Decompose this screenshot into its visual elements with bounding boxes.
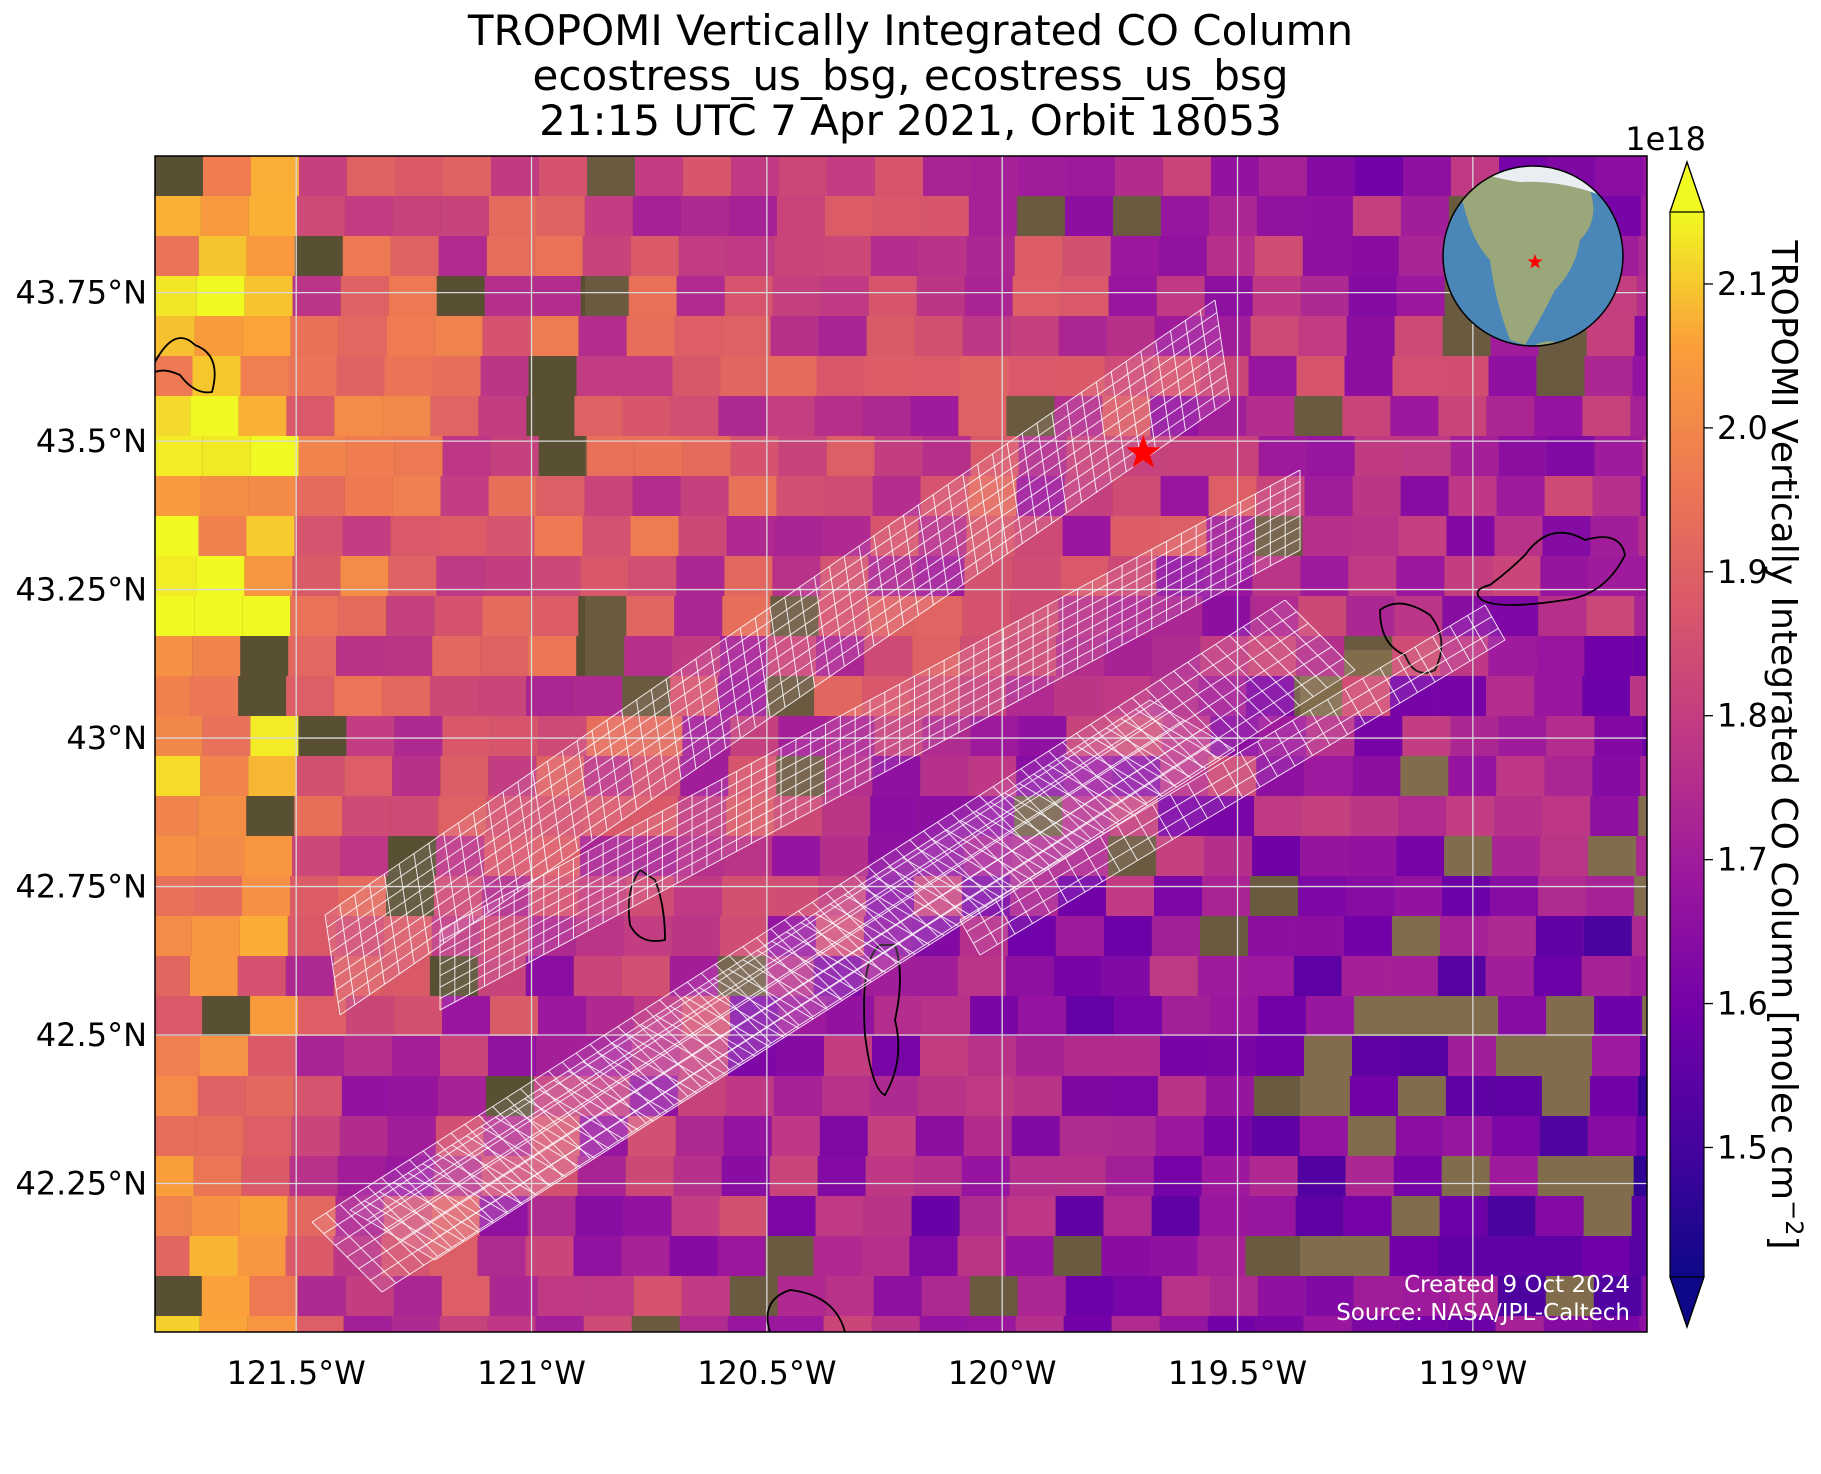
y-tick-label: 42.25°N: [15, 1165, 147, 1203]
globe-site-star: [1527, 254, 1543, 269]
colorbar-extend-max: [1669, 160, 1705, 213]
credit-created: Created 9 Oct 2024: [1404, 1272, 1630, 1298]
colorbar-tick-label: 2.0: [1717, 409, 1768, 447]
y-tick-label: 43.5°N: [36, 422, 147, 460]
site-star-marker: [1126, 435, 1161, 468]
inset-globe: [1442, 165, 1624, 347]
plot-title-line-2: ecostress_us_bsg, ecostress_us_bsg: [532, 51, 1289, 100]
water-body-outlines: [155, 337, 1626, 1332]
x-tick-label: 120.5°W: [697, 1354, 836, 1392]
y-tick-label: 42.5°N: [36, 1016, 147, 1054]
y-tick-label: 43.75°N: [15, 274, 147, 312]
colorbar-ticks: 1.5 1.6 1.7 1.8 1.9 2.0 2.1: [1704, 265, 1768, 1166]
x-tick-label: 121.5°W: [227, 1354, 366, 1392]
colorbar-extend-min: [1669, 1276, 1705, 1329]
y-axis-ticks: 43.75°N 43.5°N 43.25°N 43°N 42.75°N 42.5°N 42.…: [15, 274, 147, 1203]
lat-lon-gridlines: [155, 156, 1647, 1332]
plot-title-line-1: TROPOMI Vertically Integrated CO Column: [467, 6, 1354, 55]
colorbar-tick-label: 1.5: [1717, 1128, 1768, 1166]
colorbar-multiplier: 1e18: [1625, 120, 1706, 158]
colorbar-tick-label: 1.8: [1717, 697, 1768, 735]
credit-source: Source: NASA/JPL-Caltech: [1336, 1300, 1630, 1326]
x-tick-label: 119.5°W: [1168, 1354, 1307, 1392]
plot-title-line-3: 21:15 UTC 7 Apr 2021, Orbit 18053: [539, 96, 1282, 145]
colorbar-tick-label: 1.7: [1717, 841, 1768, 879]
colorbar-tick-label: 1.9: [1717, 553, 1768, 591]
y-tick-label: 43.25°N: [15, 571, 147, 609]
y-tick-label: 42.75°N: [15, 868, 147, 906]
colorbar-label: TROPOMI Vertically Integrated CO Column …: [1763, 239, 1808, 1249]
x-tick-label: 121°W: [477, 1354, 586, 1392]
colorbar-gradient: [1670, 212, 1704, 1277]
colorbar-tick-label: 2.1: [1717, 265, 1768, 303]
map-panel: Created 9 Oct 2024 Source: NASA/JPL-Calt…: [154, 155, 1648, 1333]
x-tick-label: 119°W: [1418, 1354, 1527, 1392]
y-tick-label: 43°N: [66, 719, 147, 757]
x-tick-label: 120°W: [948, 1354, 1057, 1392]
ecostress-swath-grid: [311, 299, 1506, 1293]
colorbar-tick-label: 1.6: [1717, 985, 1768, 1023]
colorbar: 1e18 1.5 1.6 1.7 1.8 1.9 2.0 2.1 TROPOMI Verti…: [1625, 120, 1808, 1329]
x-axis-ticks: 121.5°W 121°W 120.5°W 120°W 119.5°W 119°W: [227, 1354, 1528, 1392]
map-frame: [154, 155, 1648, 1333]
